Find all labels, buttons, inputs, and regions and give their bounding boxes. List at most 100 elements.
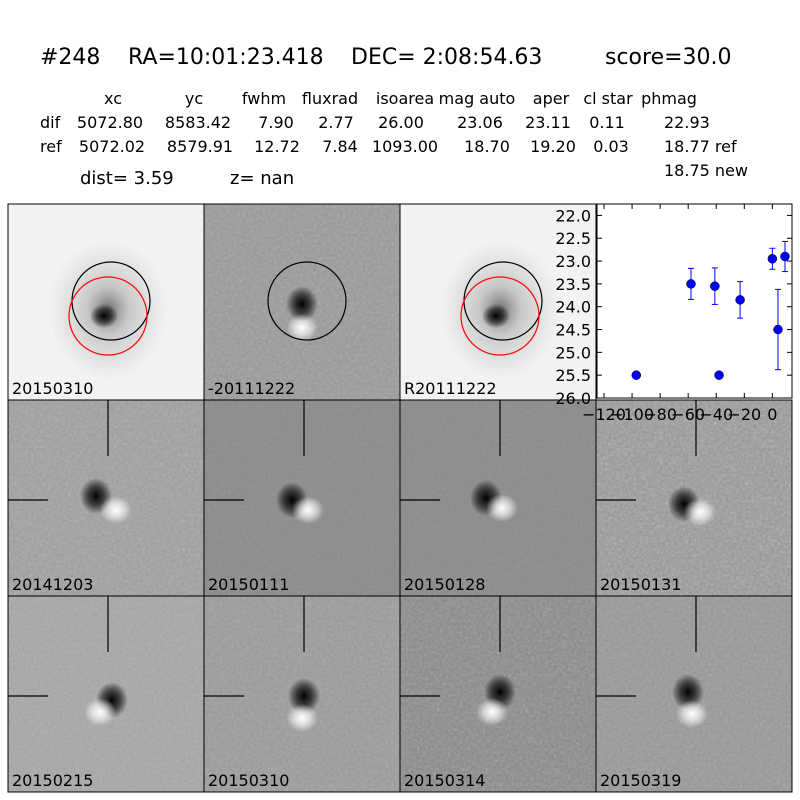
column-header: yc	[185, 89, 203, 108]
phmag-new: 18.75 new	[664, 161, 748, 180]
light-blob	[676, 700, 708, 728]
column-header: fwhm	[242, 89, 286, 108]
cell: 12.72	[254, 137, 300, 156]
stamp: 20150128	[399, 399, 597, 597]
stamp-label: 20150131	[600, 575, 681, 594]
point	[631, 370, 642, 380]
score: score=30.0	[605, 45, 732, 70]
column-header: isoarea	[376, 89, 434, 108]
x-tick-label: −120	[582, 405, 626, 424]
stamp-label: 20150314	[404, 771, 485, 790]
galaxy-core	[482, 304, 510, 328]
cell: 5072.80	[77, 113, 143, 132]
black-circle	[267, 261, 347, 341]
header: #248 RA=10:01:23.418 DEC= 2:08:54.63 sco…	[40, 45, 732, 70]
cell: 7.84	[322, 137, 358, 156]
stamp-image	[596, 596, 792, 792]
point	[686, 279, 696, 289]
point	[735, 295, 745, 305]
column-header: cl star	[583, 89, 633, 108]
stamp: 20150131	[595, 399, 793, 597]
candidate-id: #248	[40, 45, 100, 70]
stamp: 20150310	[203, 595, 401, 793]
stamp-label: 20150310	[12, 379, 93, 398]
cell: 1093.00	[372, 137, 438, 156]
light-blob	[684, 498, 716, 526]
x-tick-label: −80	[643, 405, 677, 424]
stamp-image	[400, 400, 596, 596]
cell: 19.20	[530, 137, 576, 156]
redshift: z= nan	[230, 168, 294, 189]
galaxy-core	[90, 304, 118, 328]
cell: 18.70	[464, 137, 510, 156]
dark-blob	[286, 286, 318, 322]
stamp: 20141203	[7, 399, 205, 597]
stamp-label: 20150111	[208, 575, 289, 594]
light-blob	[292, 496, 324, 524]
y-tick-label: 25.5	[555, 366, 591, 385]
red-circle	[460, 276, 540, 356]
light-blob	[100, 496, 132, 524]
stamp-image	[204, 400, 400, 596]
cell: 22.93	[664, 113, 710, 132]
cell: 2.77	[318, 113, 354, 132]
stamp-frame	[595, 595, 793, 793]
stamp-image	[204, 596, 400, 792]
stamp: 20150111	[203, 399, 401, 597]
red-circle	[68, 276, 148, 356]
stamp-label: R20111222	[404, 379, 497, 398]
y-tick-label: 26.0	[555, 389, 591, 408]
light-blob	[486, 494, 518, 522]
column-header: fluxrad	[302, 89, 358, 108]
stamp: -20111222	[203, 203, 401, 401]
stamp-image	[8, 596, 204, 792]
point	[714, 370, 724, 380]
point	[767, 254, 778, 264]
stats-table: xc yc fwhm fluxrad isoarea mag auto aper cl sta…	[40, 89, 737, 156]
stamp: 20150319	[595, 595, 793, 793]
stamp: 20150215	[7, 595, 205, 793]
cell: 18.77 ref	[664, 137, 737, 156]
stamp-image	[204, 204, 400, 400]
point	[780, 251, 790, 262]
stamp: 20150314	[399, 595, 597, 793]
dist: dist= 3.59	[80, 168, 174, 189]
cell: 0.03	[593, 137, 629, 156]
column-header: xc	[104, 89, 122, 108]
stamp-label: 20150319	[600, 771, 681, 790]
cell: 7.90	[258, 113, 294, 132]
stamp-label: 20141203	[12, 575, 93, 594]
stamp: 20150310	[7, 203, 205, 401]
y-tick-label: 23.5	[555, 275, 591, 294]
cell: 0.11	[589, 113, 625, 132]
cell: 23.06	[457, 113, 503, 132]
column-header: aper	[533, 89, 570, 108]
y-tick-label: 25.0	[555, 343, 591, 362]
stamp-label: 20150310	[208, 771, 289, 790]
stamp-image	[8, 400, 204, 596]
cell: 23.11	[525, 113, 571, 132]
cell: 8583.42	[165, 113, 231, 132]
light-blob	[286, 704, 318, 732]
row-label: dif	[40, 113, 61, 132]
row-label: ref	[40, 137, 62, 156]
ra: RA=10:01:23.418	[128, 45, 324, 70]
light-blob	[476, 698, 508, 726]
point	[773, 324, 783, 335]
x-tick-label: 0	[767, 405, 777, 424]
point	[710, 281, 720, 291]
dec: DEC= 2:08:54.63	[351, 45, 542, 70]
cell: 26.00	[378, 113, 424, 132]
cell: 8579.91	[167, 137, 233, 156]
stamp-label: 20150128	[404, 575, 485, 594]
y-tick-label: 24.5	[555, 321, 591, 340]
stamp-label: 20150215	[12, 771, 93, 790]
stamp-image	[8, 204, 204, 400]
dark-blob	[288, 678, 320, 714]
y-tick-label: 22.0	[555, 206, 591, 225]
column-header: phmag	[641, 89, 697, 108]
stamp-image	[596, 400, 792, 596]
x-tick-label: −100	[610, 405, 654, 424]
x-tick-label: −60	[671, 405, 705, 424]
stamps: 20150310 -20111222 R20111222 20141203 201501…	[7, 203, 793, 793]
